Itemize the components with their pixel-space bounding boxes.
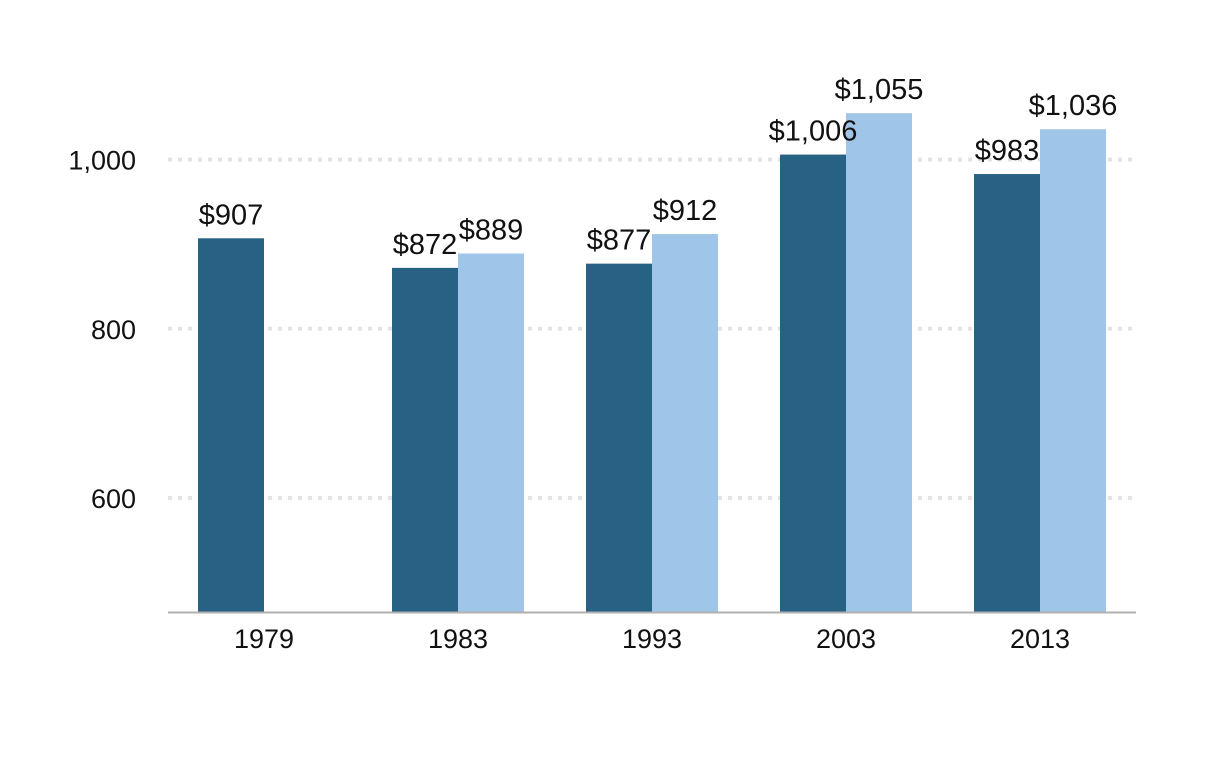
data-label-1983-series-1: $872 (393, 229, 458, 261)
bar-1983-series-1 (392, 267, 458, 612)
x-tick-label-1979: 1979 (234, 624, 294, 654)
x-tick-label-1993: 1993 (622, 624, 682, 654)
bar-1979-series-1 (198, 238, 264, 612)
x-tick-label-2013: 2013 (1010, 624, 1070, 654)
bar-1983-series-2 (458, 253, 524, 612)
data-label-2013-series-1: $983 (975, 135, 1040, 167)
bar-2003-series-1 (780, 154, 846, 612)
x-tick-label-2003: 2003 (816, 624, 876, 654)
y-axis-ticks: 600 800 1,000 (68, 146, 136, 514)
data-label-2013-series-2: $1,036 (1029, 90, 1118, 122)
y-tick-label-1000: 1,000 (68, 146, 136, 176)
data-label-1979-series-1: $907 (199, 199, 264, 231)
bar-2013-series-1 (974, 174, 1040, 612)
bar-1993-series-2 (652, 234, 718, 612)
y-tick-label-800: 800 (91, 315, 136, 345)
x-axis-ticks: 1979 1983 1993 2003 2013 (234, 624, 1070, 654)
y-tick-label-600: 600 (91, 484, 136, 514)
data-labels: $907 $872 $889 $877$912 $1,006 $1,055 $983 $1,0… (199, 74, 1118, 261)
data-label-1993-series-1: $877 (587, 225, 652, 257)
data-label-1993-series-2: $912 (653, 195, 718, 227)
bars (198, 113, 1106, 613)
data-label-2003-series-1: $1,006 (769, 116, 858, 148)
x-tick-label-1983: 1983 (428, 624, 488, 654)
bar-2003-series-2 (846, 113, 912, 612)
bar-2013-series-2 (1040, 129, 1106, 613)
data-label-1983-series-2: $889 (459, 215, 524, 247)
bar-1993-series-1 (586, 263, 652, 612)
data-label-2003-series-2: $1,055 (835, 74, 924, 106)
